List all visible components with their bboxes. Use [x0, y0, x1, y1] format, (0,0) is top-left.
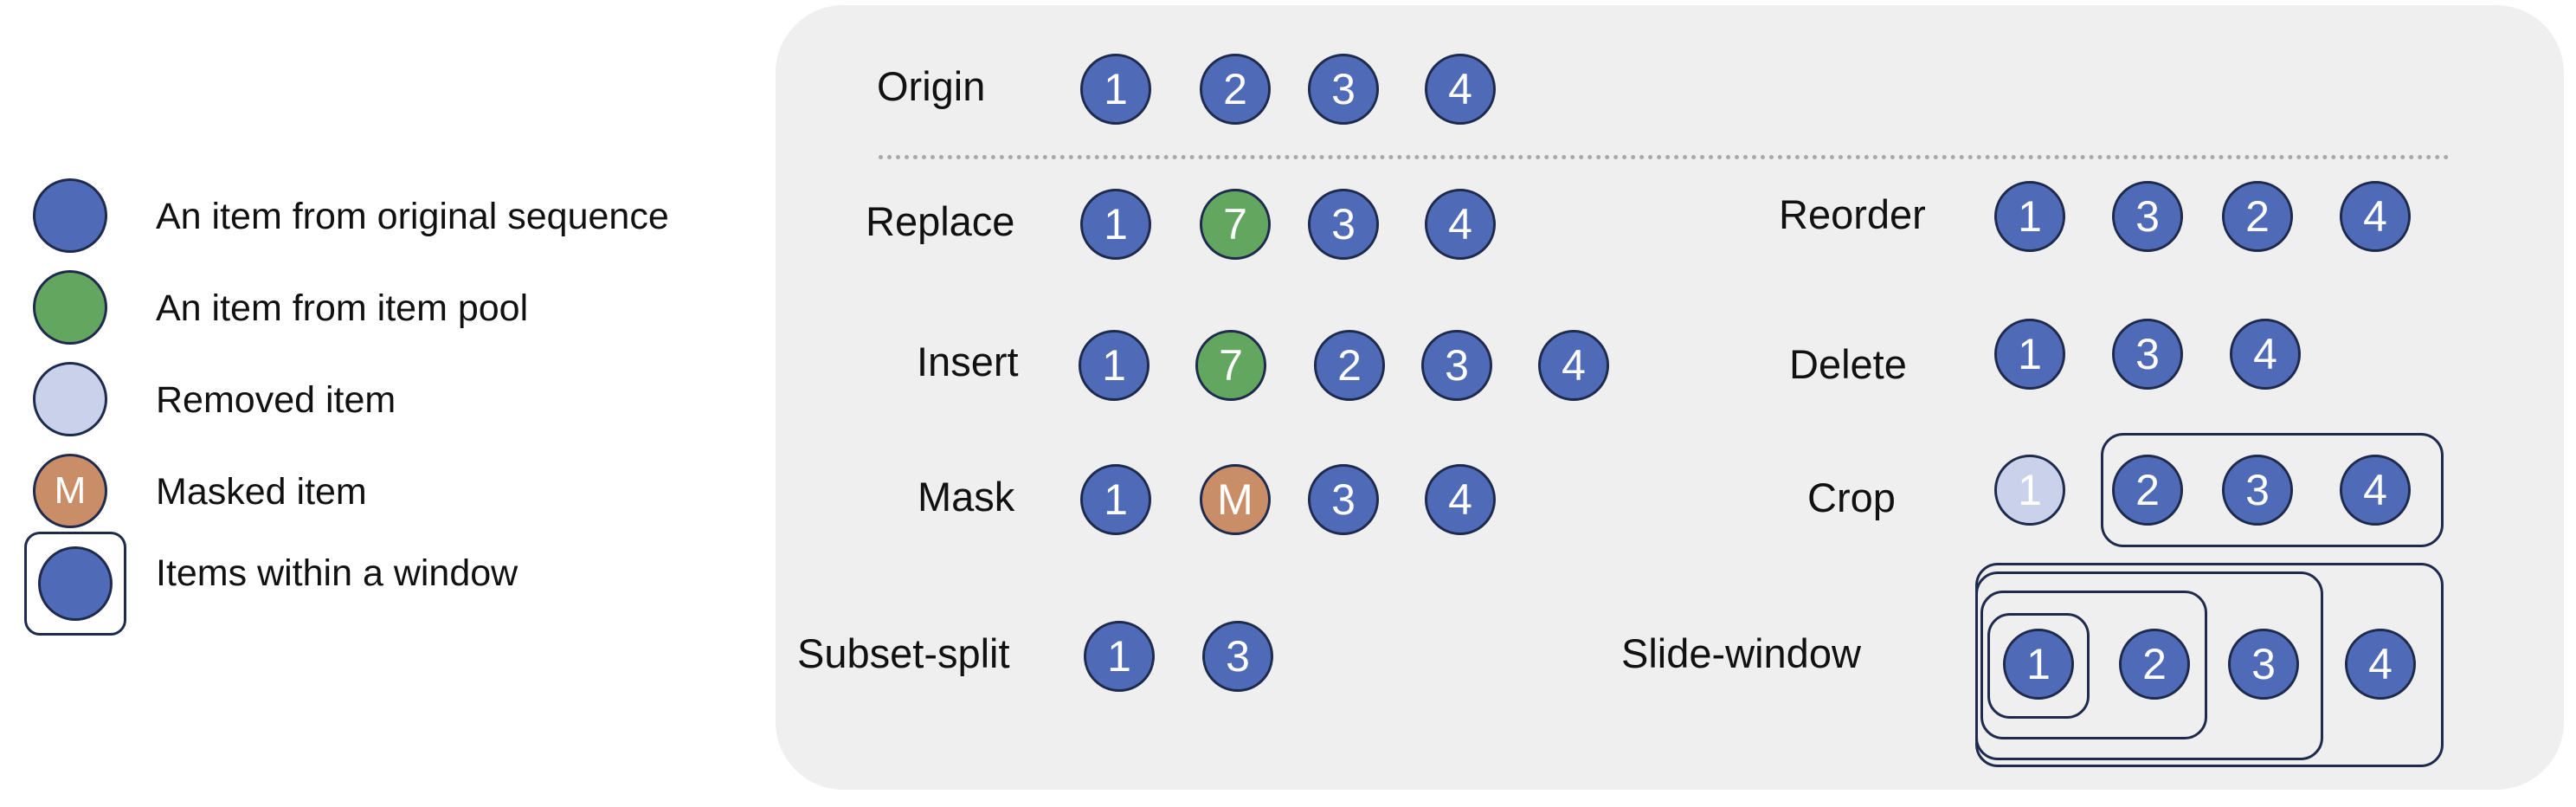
origin-item: 1 [1080, 54, 1151, 125]
legend-pool-label: An item from item pool [156, 287, 529, 329]
crop-item: 2 [2112, 455, 2183, 526]
crop-window [2101, 433, 2444, 547]
legend-window-item-icon [38, 546, 113, 621]
slide-window-item: 3 [2228, 629, 2299, 700]
subset-split-label: Subset-split [797, 630, 1010, 676]
delete-item: 1 [1994, 319, 2065, 390]
replace-item: 1 [1080, 189, 1151, 260]
delete-item: 4 [2230, 319, 2301, 390]
mask-item: 4 [1425, 464, 1496, 535]
origin-item: 3 [1308, 54, 1379, 125]
subset-split-item: 3 [1202, 621, 1273, 692]
mask-label: Mask [918, 474, 1015, 520]
slide-window-label: Slide-window [1621, 630, 1861, 676]
legend-removed-label: Removed item [156, 379, 396, 421]
legend-masked-item-icon: M [33, 454, 107, 528]
insert-item: 2 [1314, 330, 1385, 401]
crop-item: 4 [2340, 455, 2411, 526]
mask-item: 1 [1080, 464, 1151, 535]
legend-masked-label: Masked item [156, 471, 367, 513]
slide-window-box-2 [1980, 591, 2207, 739]
legend-window-icon [24, 532, 126, 636]
replace-item: 3 [1308, 189, 1379, 260]
origin-item: 2 [1200, 54, 1271, 125]
legend-window-label: Items within a window [156, 552, 518, 594]
legend-removed-item-icon [33, 362, 107, 436]
insert-item: 4 [1538, 330, 1609, 401]
reorder-label: Reorder [1779, 191, 1926, 237]
slide-window-box-3 [1975, 571, 2323, 760]
legend-original-label: An item from original sequence [156, 196, 669, 237]
slide-window-item: 1 [2003, 629, 2074, 700]
reorder-item: 2 [2222, 181, 2293, 252]
origin-label: Origin [877, 63, 986, 109]
legend-pool-item-icon [33, 270, 107, 345]
dotted-divider [879, 155, 2450, 159]
crop-item: 3 [2222, 455, 2293, 526]
replace-item: 7 [1200, 189, 1271, 260]
origin-item: 4 [1425, 54, 1496, 125]
reorder-item: 1 [1994, 181, 2065, 252]
slide-window-item: 4 [2345, 629, 2416, 700]
delete-label: Delete [1789, 341, 1907, 387]
legend-original-item-icon [33, 178, 107, 253]
insert-item: 3 [1421, 330, 1492, 401]
mask-item: 3 [1308, 464, 1379, 535]
replace-item: 4 [1425, 189, 1496, 260]
insert-item: 7 [1195, 330, 1266, 401]
replace-label: Replace [866, 198, 1015, 244]
reorder-item: 4 [2340, 181, 2411, 252]
crop-removed-item: 1 [1994, 455, 2065, 526]
reorder-item: 3 [2112, 181, 2183, 252]
insert-label: Insert [917, 339, 1019, 384]
insert-item: 1 [1079, 330, 1150, 401]
subset-split-item: 1 [1084, 621, 1155, 692]
mask-item: M [1200, 464, 1271, 535]
crop-label: Crop [1807, 475, 1896, 520]
slide-window-item: 2 [2119, 629, 2190, 700]
slide-window-box-1 [1987, 613, 2090, 719]
delete-item: 3 [2112, 319, 2183, 390]
